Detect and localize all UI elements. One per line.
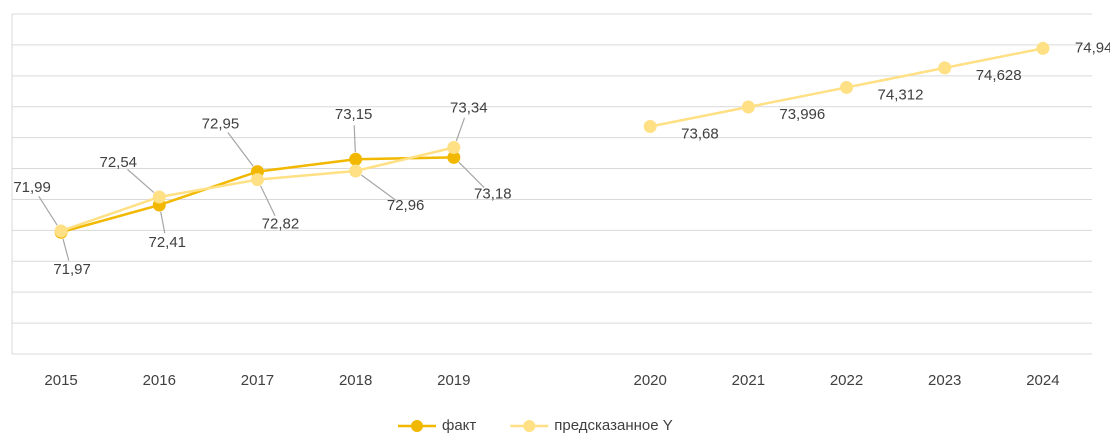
leader-line [458,161,485,188]
data-label: 72,95 [202,116,240,133]
data-label: 71,97 [53,261,91,278]
x-tick-label: 2024 [1026,372,1059,389]
data-point [938,61,952,75]
data-point [643,120,657,134]
data-point [741,100,755,114]
data-label: 72,96 [387,197,425,214]
data-label: 73,34 [450,99,488,116]
data-point [54,224,68,238]
x-tick-label: 2016 [143,372,176,389]
data-label: 73,68 [681,125,719,142]
leader-line [38,195,58,226]
leader-line [127,168,155,193]
legend-label: факт [442,417,476,434]
legend-marker [411,420,423,432]
x-tick-label: 2015 [44,372,77,389]
x-tick-label: 2018 [339,372,372,389]
leader-line [353,125,356,153]
data-label: 74,312 [878,86,924,103]
data-label: 73,18 [474,185,512,202]
data-point [447,141,461,155]
data-label: 72,54 [99,154,137,171]
x-tick-label: 2019 [437,372,470,389]
x-tick-label: 2022 [830,372,863,389]
data-point [447,150,461,164]
x-tick-label: 2017 [241,372,274,389]
x-tick-label: 2023 [928,372,961,389]
data-label: 73,15 [335,106,373,123]
leader-line [227,132,254,167]
data-point [840,80,854,94]
data-point [349,152,363,166]
legend-marker [523,420,536,432]
data-point [1036,41,1050,55]
data-point [152,190,166,204]
leader-line [455,117,466,142]
data-label: 72,82 [262,216,300,233]
data-label: 72,41 [148,234,186,251]
x-tick-label: 2021 [732,372,765,389]
x-tick-label: 2020 [633,372,666,389]
leader-line [160,211,166,234]
leader-line [361,174,397,201]
data-label: 74,628 [976,67,1022,84]
data-label: 73,996 [779,106,825,123]
leader-line [62,238,70,261]
data-point [250,173,264,187]
legend-label: предсказанное Y [554,417,672,434]
data-label: 74,944 [1075,39,1110,56]
data-label: 71,99 [13,179,51,196]
data-point [349,164,363,178]
leader-line [260,185,276,217]
